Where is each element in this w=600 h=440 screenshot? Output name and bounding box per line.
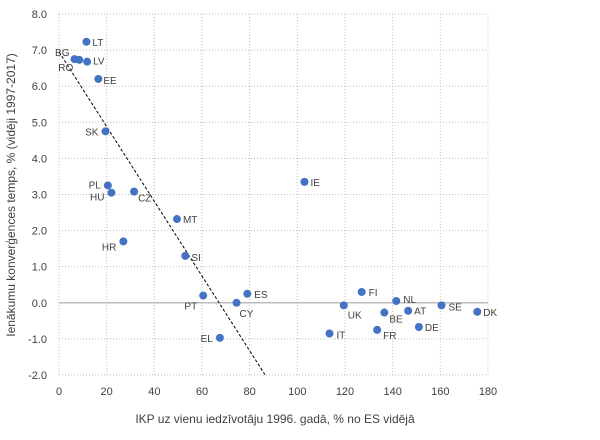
point-label-se: SE bbox=[449, 302, 463, 313]
point-label-nl: NL bbox=[403, 295, 416, 306]
data-point-uk bbox=[339, 301, 348, 310]
point-label-sk: SK bbox=[85, 127, 99, 138]
y-axis-title: Ienākumu konverģences temps, % (vidēji 1… bbox=[4, 53, 18, 337]
point-label-si: SI bbox=[191, 253, 200, 264]
data-points bbox=[70, 37, 482, 342]
point-label-el: EL bbox=[201, 334, 214, 345]
y-tick-label: 7.0 bbox=[32, 45, 47, 57]
data-point-ro bbox=[75, 55, 84, 64]
trend-line bbox=[58, 51, 266, 376]
data-point-lt bbox=[82, 37, 91, 46]
point-label-it: IT bbox=[337, 330, 346, 341]
data-point-nl bbox=[392, 296, 401, 305]
data-point-si bbox=[181, 251, 190, 260]
y-tick-label: 1.0 bbox=[32, 262, 47, 274]
y-tick-label: 4.0 bbox=[32, 153, 47, 165]
point-label-hu: HU bbox=[90, 193, 104, 204]
point-label-mt: MT bbox=[183, 215, 197, 226]
y-tick-label: 0.0 bbox=[32, 298, 47, 310]
x-tick-label: 40 bbox=[148, 386, 160, 398]
data-point-ie bbox=[300, 177, 309, 186]
point-label-ro: RO bbox=[58, 63, 73, 74]
x-tick-label: 100 bbox=[288, 386, 306, 398]
point-label-ie: IE bbox=[310, 178, 320, 189]
data-point-be bbox=[380, 308, 389, 317]
point-label-be: BE bbox=[389, 315, 403, 326]
data-point-lv bbox=[83, 57, 92, 66]
point-label-bg: BG bbox=[55, 48, 70, 59]
data-point-es bbox=[243, 289, 252, 298]
data-point-ee bbox=[94, 74, 103, 83]
data-point-pt bbox=[199, 291, 208, 300]
x-tick-label: 0 bbox=[56, 386, 62, 398]
data-point-hr bbox=[119, 237, 128, 246]
data-point-hu bbox=[107, 188, 116, 197]
data-point-mt bbox=[172, 215, 181, 224]
point-label-fi: FI bbox=[369, 288, 378, 299]
data-point-dk bbox=[473, 307, 482, 316]
x-tick-label: 180 bbox=[479, 386, 497, 398]
point-label-at: AT bbox=[414, 307, 426, 318]
x-tick-label: 160 bbox=[431, 386, 449, 398]
y-tick-labels: -2.0 -1.0 0.0 1.0 2.0 3.0 4.0 5.0 6.0 7.0 8.0 bbox=[28, 9, 47, 382]
data-point-el bbox=[215, 333, 224, 342]
y-tick-label: -2.0 bbox=[28, 370, 47, 382]
x-tick-label: 60 bbox=[196, 386, 208, 398]
point-label-cy: CY bbox=[240, 309, 254, 320]
x-tick-labels: 0 20 40 60 80 100 120 140 160 180 bbox=[56, 386, 497, 398]
x-axis-title: IKP uz vienu iedzīvotāju 1996. gadā, % n… bbox=[135, 412, 415, 426]
point-label-lt: LT bbox=[92, 38, 103, 49]
trendline bbox=[58, 51, 266, 376]
y-tick-label: 2.0 bbox=[32, 226, 47, 238]
y-tick-label: 3.0 bbox=[32, 190, 47, 202]
point-label-uk: UK bbox=[348, 310, 362, 321]
point-label-cz: CZ bbox=[138, 194, 151, 205]
y-tick-label: -1.0 bbox=[28, 334, 47, 346]
y-tick-label: 6.0 bbox=[32, 81, 47, 93]
point-label-es: ES bbox=[254, 290, 268, 301]
data-point-pl bbox=[103, 181, 112, 190]
data-point-fi bbox=[357, 287, 366, 296]
y-tick-label: 5.0 bbox=[32, 117, 47, 129]
data-point-at bbox=[404, 306, 413, 315]
x-tick-label: 120 bbox=[336, 386, 354, 398]
x-tick-label: 80 bbox=[244, 386, 256, 398]
data-point-sk bbox=[101, 127, 110, 136]
point-label-fr: FR bbox=[383, 331, 396, 342]
point-label-hr: HR bbox=[102, 242, 116, 253]
point-label-pl: PL bbox=[89, 180, 102, 191]
point-label-dk: DK bbox=[483, 308, 497, 319]
point-label-de: DE bbox=[425, 323, 439, 334]
data-point-it bbox=[325, 329, 334, 338]
point-label-pt: PT bbox=[184, 302, 197, 313]
x-tick-label: 140 bbox=[383, 386, 401, 398]
data-point-de bbox=[414, 322, 423, 331]
point-label-ee: EE bbox=[103, 76, 117, 87]
point-label-lv: LV bbox=[93, 57, 105, 68]
y-tick-label: 8.0 bbox=[32, 9, 47, 21]
data-point-cz bbox=[130, 187, 139, 196]
data-point-fr bbox=[373, 325, 382, 334]
data-point-se bbox=[437, 301, 446, 310]
grid bbox=[58, 13, 489, 376]
x-tick-label: 20 bbox=[101, 386, 113, 398]
data-point-cy bbox=[232, 298, 241, 307]
